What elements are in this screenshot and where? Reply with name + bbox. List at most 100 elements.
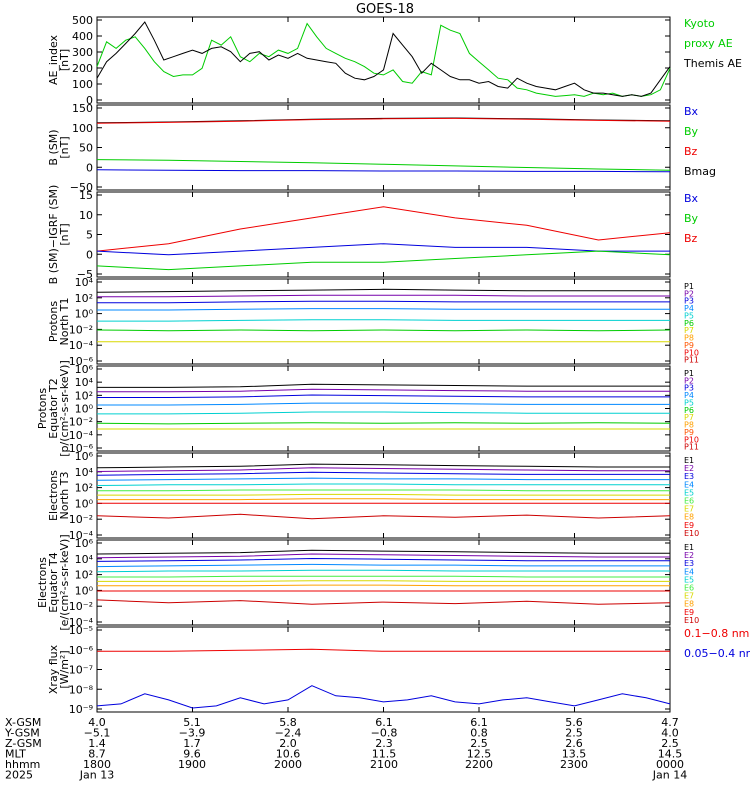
legend-label: P5 [684,398,694,407]
panel-frame [96,365,671,452]
axis-row-value: Jan 13 [79,769,114,782]
series-line [97,308,670,311]
series-line [96,422,671,425]
legend-label: E7 [684,592,694,601]
axis-row-value: −5.1 [84,727,111,740]
y-tick-label: 10⁻⁹ [69,703,93,716]
panel-frame [96,191,671,278]
axis-row-value: 5.6 [565,716,583,729]
y-tick-label: 10⁻⁴ [69,429,94,442]
y-tick-label: 10⁻⁸ [69,683,94,696]
y-tick-label: 10 [79,209,93,222]
axis-row-value: 1.4 [88,737,106,750]
legend-label: E4 [684,480,694,489]
panel-ae: 500 400 300 200 100 0 AE_index[nT] Kyoto proxy A… [47,14,742,107]
axis-row-value: 2.0 [279,737,297,750]
y-tick-label: 10⁻⁴ [69,616,94,629]
axis-row-label: X-GSM [5,716,41,729]
y-tick-label: −50 [70,181,93,194]
series-line [97,580,670,582]
axis-row-value: 9.6 [183,748,201,761]
axis-row-value: 2.5 [661,737,679,750]
y-tick-label: 10⁻² [69,323,93,336]
y-tick-label: 10⁻⁶ [69,355,94,368]
axis-row-value: 12.5 [467,748,492,761]
axis-row-value: −0.8 [371,727,398,740]
legend-label: By [684,125,699,138]
legend-label: E10 [684,616,699,625]
series-line [96,117,671,124]
y-tick-label: 10² [75,292,93,305]
series-line [96,467,670,472]
axis-row-value: 2.5 [470,737,488,750]
legend-label: P1 [684,282,694,291]
series-line [97,402,670,406]
y-tick-label: 10⁻⁴ [69,339,94,352]
axis-row-label: MLT [5,748,26,761]
legend-label: E1 [684,456,694,465]
axis-row-value: −3.9 [179,727,206,740]
series-line [97,300,670,304]
legend-label: By [684,212,699,225]
axis-row-value: 4.0 [661,727,679,740]
legend-label: P8 [684,421,694,430]
legend-label: 0.1−0.8 nm [684,627,749,640]
panel-series-ae [96,21,671,97]
series-line [96,471,670,476]
y-tick-label: −5 [77,268,93,281]
legend-label: P1 [684,369,694,378]
legend-label: P3 [684,384,694,393]
axis-row-value: 2000 [274,758,302,771]
y-tick-label: 150 [72,102,93,115]
bottom-axis-labels: X-GSM 4.0 5.1 5.8 6.1 6.1 5.6 4.7 Y-GSM −5.1 −3.9 −… [4,716,687,782]
series-line [96,463,670,469]
y-axis-label: Protons [36,388,49,429]
axis-row-value: 1.7 [183,737,201,750]
y-tick-label: 10⁻⁶ [69,442,94,455]
series-line [96,563,670,568]
legend-label: P2 [684,376,694,385]
axis-row-value: 5.1 [183,716,201,729]
legend-label: Bz [684,145,698,158]
y-tick-label: 100 [72,122,93,135]
y-axis-label: [nT] [58,136,71,158]
axis-row-value: 4.0 [88,716,106,729]
legend-label: P9 [684,428,694,437]
y-axis-label: Electrons [36,557,49,608]
axis-row-value: 2300 [560,758,588,771]
series-line [96,549,670,555]
y-tick-label: 0 [86,161,93,174]
y-tick-label: 10⁰ [75,308,94,321]
y-tick-label: 10⁻² [69,513,93,526]
legend-label: P7 [684,326,694,335]
y-tick-label: 10⁴ [75,376,94,389]
series-line [97,294,670,298]
series-line [97,388,670,393]
axis-row-label: Y-GSM [4,727,40,740]
axis-row-value: 13.5 [562,748,587,761]
panel-series-bigrf [96,206,671,271]
series-line [97,498,670,501]
axis-row-value: 10.6 [276,748,301,761]
legend-label: E8 [684,600,694,609]
series-line [97,319,670,322]
series-line [97,394,670,398]
y-tick-label: 10⁻² [69,600,93,613]
series-line [96,685,671,709]
y-tick-label: 10⁻² [69,416,93,429]
legend-label: E8 [684,513,694,522]
panel-series-pnorth [96,288,671,343]
y-axis-label: [e/(cm²-s-sr-keV)] [58,534,71,630]
series-line [97,411,670,415]
legend-label: E3 [684,472,694,481]
legend-label: E9 [684,521,694,530]
legend-label: Themis AE [683,57,742,70]
axis-row-value: 2100 [370,758,398,771]
legend-label: E4 [684,567,694,576]
series-line [96,206,671,252]
series-line [96,169,671,173]
